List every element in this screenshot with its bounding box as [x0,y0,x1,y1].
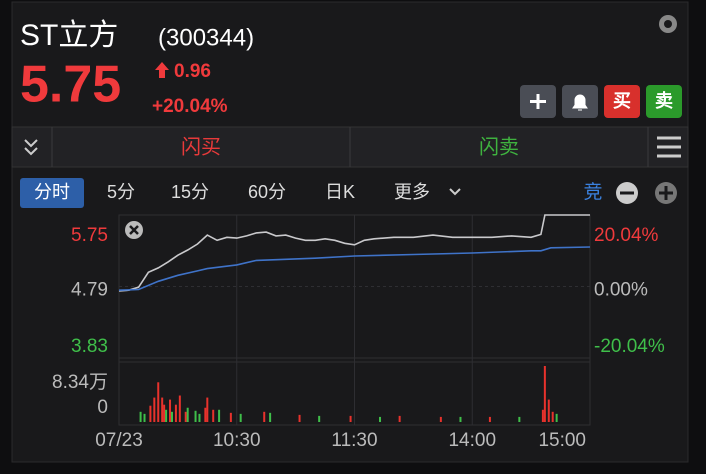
volume-bar [157,382,160,422]
zoom-out[interactable] [616,182,638,204]
volume-bar [459,416,462,422]
volume-bar [204,407,207,422]
x-tick-label: 07/23 [95,430,143,451]
price-line [118,246,591,291]
volume-bar [206,397,209,422]
volume-bar [149,405,152,422]
volume-bar [198,413,201,422]
volume-bar [543,366,546,422]
buy-button[interactable] [604,85,640,118]
price: 5.75 [20,56,121,114]
volume-bar [153,397,156,422]
volume-bar [143,413,146,422]
y2-tick-label: -20.04% [594,336,665,357]
volume-bar [170,411,173,422]
volume-bar [518,416,521,422]
volume-bar [212,409,215,422]
change-pct: +20.04% [152,96,228,117]
price-line [118,214,590,292]
volume-bar [318,415,321,422]
volume-bar [398,415,401,422]
tab[interactable]: 更多 [394,182,430,202]
volume-bar [186,407,189,422]
menu-icon[interactable] [657,136,681,158]
stock-name: ST立方 [20,19,118,52]
up-arrow [155,62,169,78]
tab[interactable]: 日K [325,182,355,202]
plus-icon [530,94,546,109]
change: 0.96 [174,61,211,82]
volume-bar [551,411,554,422]
volume-bar [218,409,221,422]
dropdown-icon [449,188,461,196]
y-tick-label: 5.75 [71,225,108,246]
volume-bar [174,404,177,422]
volume-bar [488,416,491,422]
y-tick-label: 4.79 [71,280,108,301]
buy-label: 买 [613,91,631,111]
volume-bar [547,399,550,422]
volume-bar [163,404,166,422]
panel [11,1,689,463]
volume-bar [161,397,164,422]
volume-bar [439,416,442,422]
volume-bar [263,411,266,422]
x-tick-label: 11:30 [331,430,377,451]
volume-bar [194,410,197,422]
sell-label: 卖 [655,90,673,111]
bell-icon [572,94,588,111]
tab[interactable]: 15分 [171,182,209,202]
volume-tick-label: 8.34万 [52,372,108,393]
y2-tick-label: 0.00% [594,280,648,301]
volume-bar [169,399,172,422]
stock-code: (300344) [158,24,254,51]
x-tick-label: 10:30 [213,430,261,451]
volume-bar [269,412,272,422]
settings-icon[interactable] [659,15,677,33]
volume-bar [541,409,544,422]
tab-active [20,178,84,208]
sell-button[interactable] [646,85,682,118]
volume-bar [178,395,181,422]
y2-tick-label: 20.04% [594,225,659,246]
x-tick-label: 15:00 [538,430,586,451]
volume-bar [298,414,301,422]
volume-bar [165,409,168,422]
collapse-icon[interactable] [24,139,38,156]
x-tick-label: 14:00 [448,430,496,451]
volume-bar [184,411,187,422]
close-icon[interactable] [125,221,143,239]
volume-tick-label: 0 [97,397,108,418]
tab[interactable]: 分时 [34,182,70,202]
volume-bar [239,413,242,422]
zoom-in[interactable] [655,182,677,204]
y-tick-label: 3.83 [71,336,108,357]
auction[interactable]: 竞 [583,181,602,203]
volume-bar [555,413,558,422]
volume-bar [229,412,232,422]
flash-buy[interactable]: 闪买 [181,135,221,158]
volume-bar [139,411,142,422]
tab[interactable]: 5分 [107,182,135,202]
volume-bar [379,416,382,422]
volume-bar [349,415,352,422]
tab[interactable]: 60分 [248,182,286,202]
flash-sell[interactable]: 闪卖 [479,135,519,158]
